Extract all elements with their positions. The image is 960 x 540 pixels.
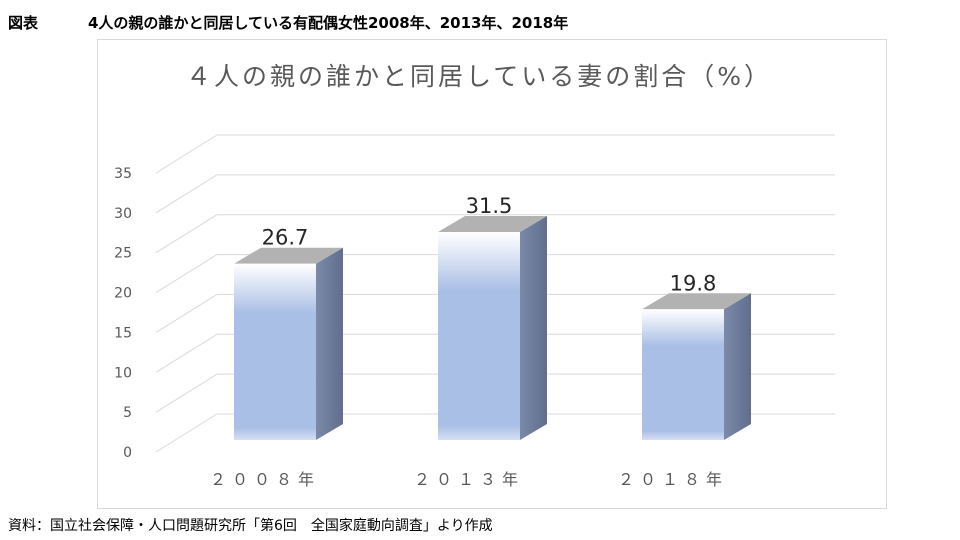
chart-title: ４人の親の誰かと同居している妻の割合（%） <box>186 62 772 91</box>
bar <box>234 247 343 440</box>
figure-label: 図表 <box>8 14 39 32</box>
y-tick-label: 10 <box>114 365 132 381</box>
data-label: 19.8 <box>670 271 717 295</box>
y-tick-label: 25 <box>114 246 132 262</box>
gridline <box>155 134 835 174</box>
bar <box>642 293 751 440</box>
x-tick-label: ２０１３年 <box>414 470 524 489</box>
y-tick-label: 15 <box>114 325 132 341</box>
data-label: 26.7 <box>262 226 309 250</box>
y-tick-label: 0 <box>123 445 132 461</box>
bar-chart: ４人の親の誰かと同居している妻の割合（%） 0 5 10 15 20 25 30 35 26.7… <box>114 62 835 489</box>
chart-frame: ４人の親の誰かと同居している妻の割合（%） 0 5 10 15 20 25 30 35 26.7… <box>97 39 887 509</box>
bar <box>438 216 547 440</box>
gridline <box>155 214 835 254</box>
data-label: 31.5 <box>466 194 513 218</box>
x-tick-label: ２００８年 <box>210 470 320 489</box>
figure-title: 4人の親の誰かと同居している有配偶女性2008年、2013年、2018年 <box>88 14 569 32</box>
y-tick-label: 35 <box>114 166 132 182</box>
y-tick-label: 20 <box>114 286 132 302</box>
x-tick-label: ２０１８年 <box>618 470 728 489</box>
y-tick-label: 5 <box>123 405 132 421</box>
source-note: 資料：国立社会保障・人口問題研究所「第6回 全国家庭動向調査」より作成 <box>8 518 493 534</box>
y-tick-label: 30 <box>114 206 132 222</box>
gridline <box>155 174 835 214</box>
